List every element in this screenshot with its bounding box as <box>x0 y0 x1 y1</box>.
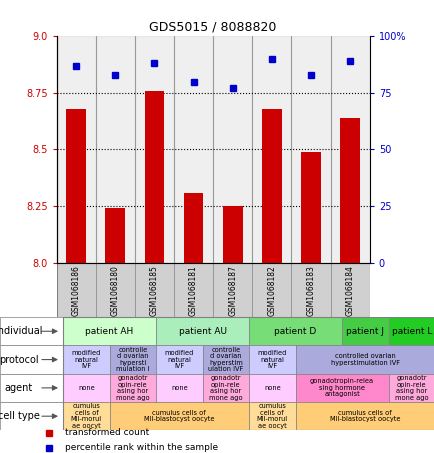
Bar <box>0 374 63 402</box>
Text: GSM1068185: GSM1068185 <box>150 265 158 316</box>
Text: cell type: cell type <box>0 411 40 421</box>
Bar <box>135 36 174 263</box>
Text: none: none <box>78 385 95 391</box>
Text: GSM1068186: GSM1068186 <box>72 265 80 316</box>
Bar <box>135 263 174 317</box>
Bar <box>300 152 320 263</box>
Bar <box>223 206 242 263</box>
Text: transformed count: transformed count <box>65 428 149 437</box>
Bar <box>248 402 295 430</box>
Bar <box>252 36 291 263</box>
Text: controlle
d ovarian
hypersti
mulation I: controlle d ovarian hypersti mulation I <box>116 347 149 372</box>
Bar <box>144 91 164 263</box>
Bar <box>0 317 63 345</box>
Text: patient L: patient L <box>391 327 431 336</box>
Text: percentile rank within the sample: percentile rank within the sample <box>65 443 217 452</box>
Text: controlle
d ovarian
hyperstim
ulation IVF: controlle d ovarian hyperstim ulation IV… <box>208 347 243 372</box>
Bar <box>105 208 125 263</box>
Bar <box>56 36 95 263</box>
Bar <box>95 263 135 317</box>
Text: modified
natural
IVF: modified natural IVF <box>164 350 194 369</box>
Bar <box>341 317 388 345</box>
Bar <box>295 402 434 430</box>
Text: none: none <box>171 385 187 391</box>
Text: patient D: patient D <box>274 327 316 336</box>
Bar <box>66 109 86 263</box>
Bar <box>248 374 295 402</box>
Text: gonadotropin-relea
sing hormone
antagonist: gonadotropin-relea sing hormone antagoni… <box>309 378 373 397</box>
Text: patient AU: patient AU <box>178 327 226 336</box>
Bar <box>213 36 252 263</box>
Bar <box>388 317 434 345</box>
Text: GSM1068181: GSM1068181 <box>189 265 197 316</box>
Bar <box>0 402 63 430</box>
Bar <box>248 345 295 374</box>
Bar <box>330 263 369 317</box>
Text: patient AH: patient AH <box>85 327 133 336</box>
Text: cumulus cells of
MII-blastocyst oocyte: cumulus cells of MII-blastocyst oocyte <box>144 410 214 423</box>
Text: GSM1068182: GSM1068182 <box>267 265 276 316</box>
Bar <box>174 36 213 263</box>
Text: individual: individual <box>0 326 43 336</box>
Text: cumulus cells of
MII-blastocyst oocyte: cumulus cells of MII-blastocyst oocyte <box>329 410 400 423</box>
Bar <box>63 374 109 402</box>
Bar <box>109 345 156 374</box>
Bar <box>252 263 291 317</box>
Bar <box>291 36 330 263</box>
Bar <box>109 402 248 430</box>
Bar <box>339 118 359 263</box>
Text: patient J: patient J <box>345 327 383 336</box>
Bar <box>388 374 434 402</box>
Text: GSM1068187: GSM1068187 <box>228 265 237 316</box>
Text: GSM1068180: GSM1068180 <box>111 265 119 316</box>
Bar <box>174 263 213 317</box>
Bar <box>156 345 202 374</box>
Text: none: none <box>263 385 280 391</box>
Bar <box>56 263 95 317</box>
Text: cumulus
cells of
MII-morul
ae oocyt: cumulus cells of MII-morul ae oocyt <box>256 404 287 429</box>
Text: protocol: protocol <box>0 355 39 365</box>
Bar <box>295 345 434 374</box>
Bar <box>202 345 248 374</box>
Bar <box>183 193 203 263</box>
Bar <box>63 402 109 430</box>
Text: controlled ovarian
hyperstimulation IVF: controlled ovarian hyperstimulation IVF <box>330 353 399 366</box>
Bar <box>156 317 248 345</box>
Bar <box>109 374 156 402</box>
Text: agent: agent <box>5 383 33 393</box>
Title: GDS5015 / 8088820: GDS5015 / 8088820 <box>149 21 276 34</box>
Bar <box>248 317 341 345</box>
Text: modified
natural
IVF: modified natural IVF <box>257 350 286 369</box>
Bar <box>156 374 202 402</box>
Bar <box>63 345 109 374</box>
Bar <box>213 263 252 317</box>
Text: gonadotr
opin-rele
asing hor
mone ago: gonadotr opin-rele asing hor mone ago <box>116 375 149 400</box>
Bar <box>95 36 135 263</box>
Text: GSM1068184: GSM1068184 <box>345 265 354 316</box>
Bar <box>202 374 248 402</box>
Text: cumulus
cells of
MII-morul
ae oocyt: cumulus cells of MII-morul ae oocyt <box>71 404 102 429</box>
Bar <box>63 317 434 430</box>
Text: gonadotr
opin-rele
asing hor
mone ago: gonadotr opin-rele asing hor mone ago <box>208 375 242 400</box>
Bar <box>261 109 281 263</box>
Bar <box>63 317 156 345</box>
Text: GSM1068183: GSM1068183 <box>306 265 315 316</box>
Bar <box>330 36 369 263</box>
Bar <box>291 263 330 317</box>
Text: gonadotr
opin-rele
asing hor
mone ago: gonadotr opin-rele asing hor mone ago <box>394 375 427 400</box>
Bar <box>295 374 388 402</box>
Text: modified
natural
IVF: modified natural IVF <box>72 350 101 369</box>
Bar <box>0 345 63 374</box>
